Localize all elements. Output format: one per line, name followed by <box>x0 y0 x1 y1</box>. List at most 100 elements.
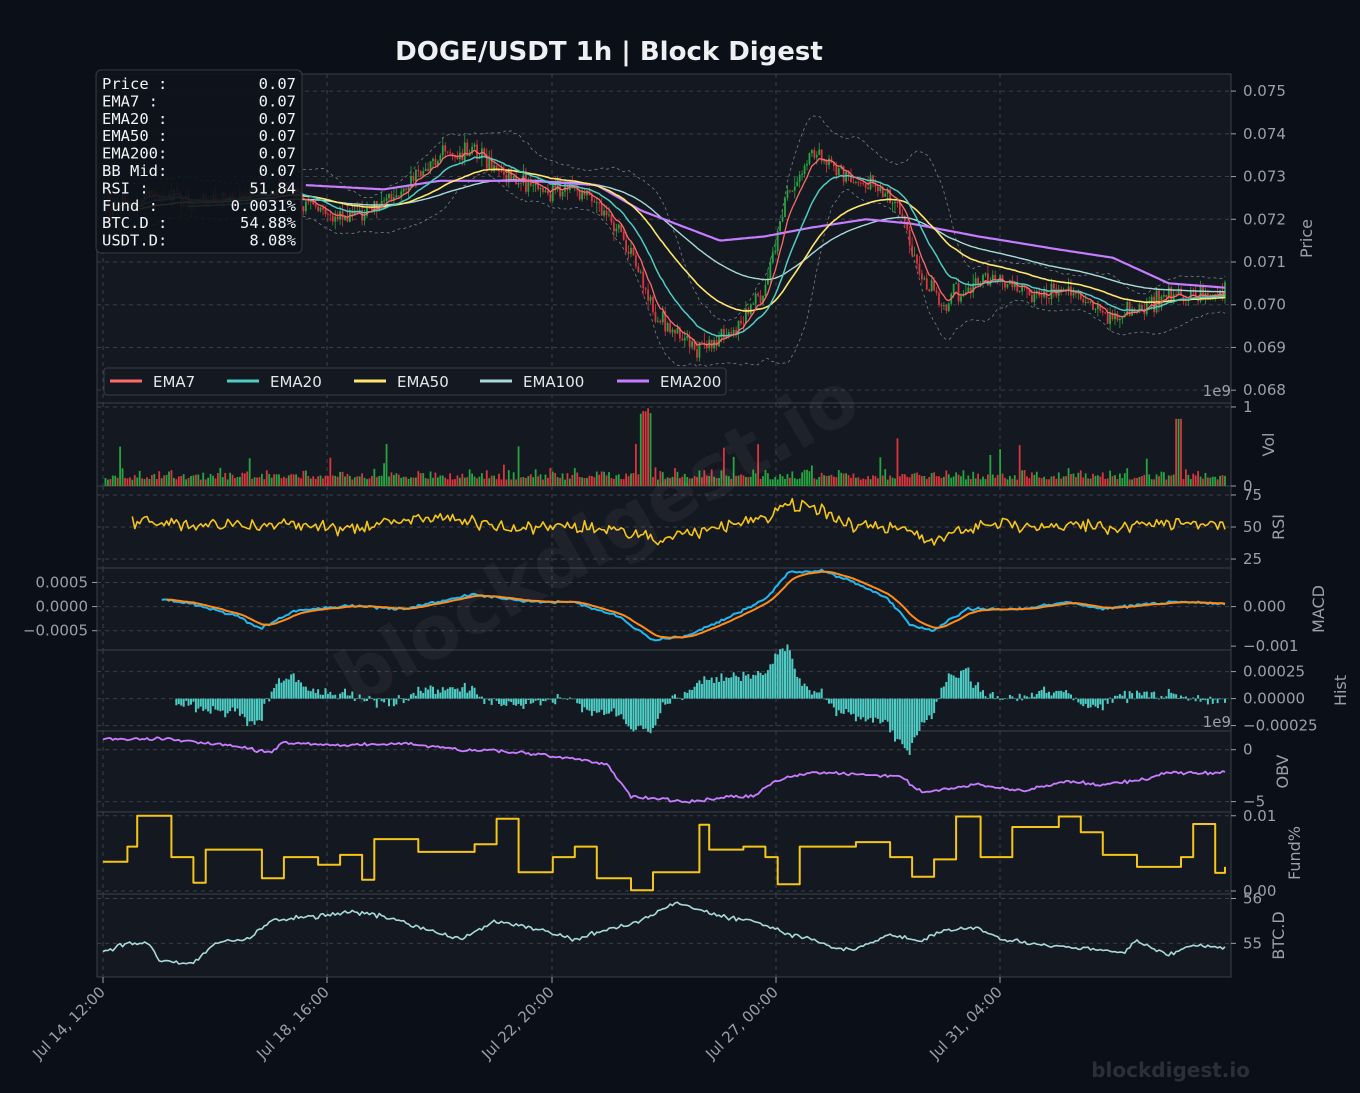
volume-bar <box>708 476 711 486</box>
y-tick-label: 0.070 <box>1243 296 1286 314</box>
hist-bar <box>615 698 618 717</box>
hist-bar <box>1209 696 1212 699</box>
volume-bar <box>231 474 234 486</box>
candle-body <box>715 340 718 347</box>
hist-bar <box>500 698 503 707</box>
hist-bar <box>449 687 452 699</box>
hist-bar <box>339 693 342 699</box>
hist-bar <box>461 687 464 699</box>
volume-bar <box>148 479 151 486</box>
volume-bar <box>779 474 782 486</box>
hist-bar <box>1026 696 1028 699</box>
hist-bar <box>410 694 412 699</box>
y-tick-label: 0.00 <box>1243 882 1276 900</box>
hist-bar <box>908 698 911 755</box>
candle-body <box>1033 293 1036 302</box>
volume-bar <box>693 476 696 486</box>
volume-bar <box>427 478 430 486</box>
candle-body <box>488 157 491 169</box>
volume-bar <box>106 479 109 486</box>
candle-body <box>1087 301 1090 303</box>
hist-bar <box>688 689 691 699</box>
hist-bar <box>752 674 755 699</box>
hist-bar <box>304 686 307 699</box>
hist-bar <box>344 688 346 699</box>
candle-body <box>1192 291 1195 293</box>
volume-bar <box>515 479 518 486</box>
volume-bar <box>938 476 940 486</box>
candle-body <box>984 273 987 275</box>
volume-bar <box>1023 470 1026 486</box>
volume-bar <box>886 479 889 486</box>
hist-bar <box>850 698 852 715</box>
volume-bar <box>104 477 107 486</box>
volume-bar <box>302 470 305 486</box>
hist-bar <box>681 698 684 701</box>
hist-bar <box>605 698 608 714</box>
hist-bar <box>319 694 322 699</box>
volume-bar <box>862 478 865 486</box>
volume-bar <box>935 476 938 486</box>
hist-bar <box>527 698 530 700</box>
volume-bar <box>952 476 955 486</box>
volume-bar <box>520 477 522 486</box>
volume-bar <box>962 470 965 486</box>
y-tick-label: −0.00025 <box>1243 717 1318 735</box>
candle-body <box>891 202 894 204</box>
volume-bar <box>1084 473 1087 486</box>
candle-body <box>1072 292 1075 296</box>
volume-bar <box>138 470 141 486</box>
y-tick-label: 56 <box>1243 889 1262 907</box>
hist-bar <box>302 686 305 699</box>
hist-bar <box>436 689 439 699</box>
candle-body <box>652 296 654 313</box>
info-label: Fund : <box>102 197 158 215</box>
hist-bar <box>610 698 613 712</box>
volume-bar <box>1050 476 1053 486</box>
volume-bar <box>417 471 420 486</box>
candle-body <box>554 181 557 190</box>
hist-bar <box>608 698 610 714</box>
volume-bar <box>982 476 984 486</box>
volume-bar <box>111 475 114 486</box>
hist-bar <box>544 698 547 702</box>
candle-body <box>1143 310 1146 314</box>
hist-bar <box>488 698 491 701</box>
candle-body <box>326 213 329 215</box>
volume-bar <box>974 478 977 486</box>
candle-body <box>1016 282 1019 292</box>
volume-bar <box>1189 479 1192 486</box>
y-tick-label: 0.073 <box>1243 168 1286 186</box>
candle-body <box>884 193 887 197</box>
hist-bar <box>994 698 997 700</box>
hist-bar <box>226 698 229 714</box>
candle-body <box>1089 301 1092 303</box>
hist-bar <box>583 698 586 708</box>
candle-body <box>329 214 332 216</box>
volume-bar <box>683 473 686 486</box>
hist-bar <box>923 698 926 723</box>
volume-bar <box>163 475 166 486</box>
volume-bar <box>441 475 444 486</box>
volume-bar <box>612 478 615 486</box>
volume-bar <box>605 475 608 486</box>
hist-bar <box>835 698 838 717</box>
hist-bar <box>1155 697 1158 699</box>
hist-bar <box>1065 690 1068 699</box>
candle-body <box>1079 291 1082 299</box>
volume-bar <box>781 476 784 486</box>
hist-bar <box>1089 698 1092 708</box>
hist-bar <box>212 698 214 707</box>
volume-bar <box>507 470 510 486</box>
hist-bar <box>317 689 320 699</box>
hist-bar <box>268 698 271 702</box>
candle-body <box>1219 290 1222 295</box>
hist-bar <box>647 698 650 732</box>
hist-bar <box>1040 689 1043 699</box>
volume-bar <box>806 469 808 486</box>
hist-bar <box>749 678 752 699</box>
y-tick-label: 0.072 <box>1243 210 1286 228</box>
candle-body <box>573 187 576 189</box>
volume-bar <box>725 475 728 486</box>
volume-bar <box>813 478 816 486</box>
